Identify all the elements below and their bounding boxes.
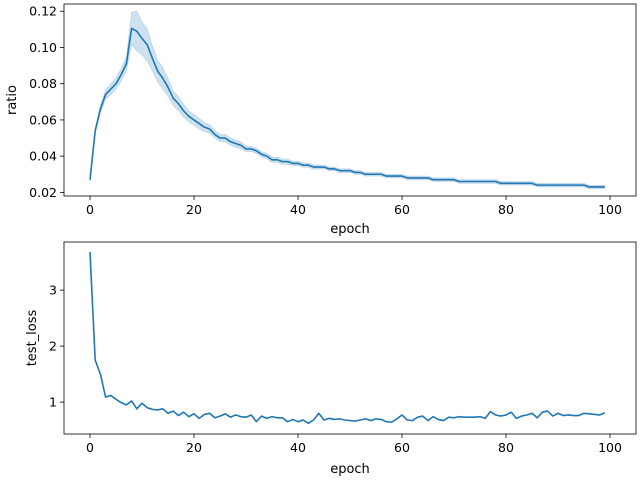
chart-2-x-tick-label: 80 [498, 440, 514, 455]
chart-2-x-tick-label: 60 [394, 440, 410, 455]
chart-1-x-tick-label: 60 [394, 202, 410, 217]
chart-1-y-tick-label: 0.06 [29, 112, 57, 127]
chart-1-x-tick-label: 0 [86, 202, 94, 217]
chart-2-series-line [89, 252, 606, 425]
chart-1-x-tick-label: 40 [290, 202, 306, 217]
chart-1-x-tick-label: 80 [498, 202, 514, 217]
chart-2-y-tick-label: 3 [49, 283, 57, 298]
chart-2-y-tick-label: 1 [49, 395, 57, 410]
chart-2-x-tick-label: 20 [186, 440, 202, 455]
chart-1-x-tick-label: 100 [598, 202, 622, 217]
chart-1-y-tick-label: 0.02 [29, 185, 57, 200]
chart-2-x-axis-label: epoch [330, 462, 370, 477]
chart-2-x-tick-label: 100 [598, 440, 622, 455]
chart-1-confidence-band [89, 10, 606, 190]
chart-1-y-tick-label: 0.10 [29, 40, 57, 55]
chart-1-y-tick-label: 0.08 [29, 76, 57, 91]
chart-1-y-axis-label: ratio [5, 85, 20, 115]
chart-1-axes-frame [63, 3, 637, 197]
chart-1-series-line [89, 27, 605, 188]
chart-1-y-tick-label: 0.12 [29, 4, 57, 19]
chart-1-y-tick-label: 0.04 [29, 149, 57, 164]
chart-2-x-tick-label: 0 [86, 440, 94, 455]
chart-2-axes-frame [63, 241, 637, 435]
chart-2-y-tick-label: 2 [49, 339, 57, 354]
chart-2-y-axis-label: test_loss [25, 309, 40, 366]
chart-1-x-tick-label: 20 [186, 202, 202, 217]
chart-1-x-axis-label: epoch [330, 222, 370, 237]
chart-2-x-tick-label: 40 [290, 440, 306, 455]
